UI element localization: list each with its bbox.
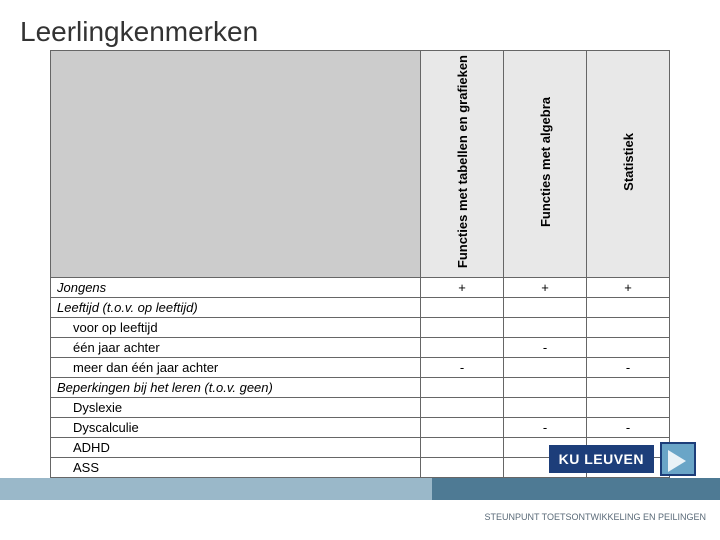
table-cell	[504, 398, 587, 418]
table-row: voor op leeftijd	[51, 318, 670, 338]
row-label: Leeftijd (t.o.v. op leeftijd)	[51, 298, 421, 318]
table-cell	[421, 338, 504, 358]
table-cell: +	[587, 278, 670, 298]
row-label: ASS	[51, 458, 421, 478]
slide: Leerlingkenmerken Functies met tabellen …	[0, 0, 720, 540]
table-cell	[421, 318, 504, 338]
table-cell: -	[587, 418, 670, 438]
table-cell: -	[504, 418, 587, 438]
table-row: Leeftijd (t.o.v. op leeftijd)	[51, 298, 670, 318]
col-header: Functies met tabellen en grafieken	[421, 51, 504, 278]
table-corner	[51, 51, 421, 278]
table-cell	[587, 378, 670, 398]
table-row: één jaar achter -	[51, 338, 670, 358]
table-cell	[421, 418, 504, 438]
footer-band-dark	[432, 478, 720, 500]
table-cell: +	[421, 278, 504, 298]
table-cell	[587, 398, 670, 418]
table-cell: -	[587, 358, 670, 378]
table-cell	[504, 298, 587, 318]
table-cell: -	[504, 338, 587, 358]
row-label: meer dan één jaar achter	[51, 358, 421, 378]
table-header-row: Functies met tabellen en grafieken Funct…	[51, 51, 670, 278]
ku-leuven-logo: KU LEUVEN	[549, 445, 654, 473]
table-cell	[504, 358, 587, 378]
col-header-label: Statistiek	[621, 133, 636, 191]
table-cell: -	[421, 358, 504, 378]
table-cell	[504, 318, 587, 338]
table-cell	[421, 298, 504, 318]
col-header: Statistiek	[587, 51, 670, 278]
row-label: Jongens	[51, 278, 421, 298]
table-row: Dyscalculie --	[51, 418, 670, 438]
table-row: Jongens+++	[51, 278, 670, 298]
footer-text: STEUNPUNT TOETSONTWIKKELING EN PEILINGEN	[484, 512, 706, 522]
table-cell	[587, 318, 670, 338]
table-row: Beperkingen bij het leren (t.o.v. geen)	[51, 378, 670, 398]
page-title: Leerlingkenmerken	[20, 16, 258, 48]
table-cell	[587, 338, 670, 358]
logo-group: KU LEUVEN	[549, 442, 696, 476]
row-label: ADHD	[51, 438, 421, 458]
table: Functies met tabellen en grafieken Funct…	[50, 50, 670, 478]
footer-band-light	[0, 478, 432, 500]
row-label: Beperkingen bij het leren (t.o.v. geen)	[51, 378, 421, 398]
table-cell	[504, 378, 587, 398]
table-cell: +	[504, 278, 587, 298]
row-label: Dyscalculie	[51, 418, 421, 438]
row-label: één jaar achter	[51, 338, 421, 358]
row-label: Dyslexie	[51, 398, 421, 418]
table-cell	[421, 378, 504, 398]
table-cell	[421, 398, 504, 418]
col-header: Functies met algebra	[504, 51, 587, 278]
row-label: voor op leeftijd	[51, 318, 421, 338]
data-table: Functies met tabellen en grafieken Funct…	[50, 50, 670, 478]
partner-badge-icon	[660, 442, 696, 476]
table-row: Dyslexie	[51, 398, 670, 418]
footer-band	[0, 478, 720, 500]
table-row: meer dan één jaar achter--	[51, 358, 670, 378]
col-header-label: Functies met algebra	[538, 97, 553, 227]
table-cell	[421, 438, 504, 458]
table-cell	[421, 458, 504, 478]
table-cell	[587, 298, 670, 318]
col-header-label: Functies met tabellen en grafieken	[455, 55, 470, 268]
